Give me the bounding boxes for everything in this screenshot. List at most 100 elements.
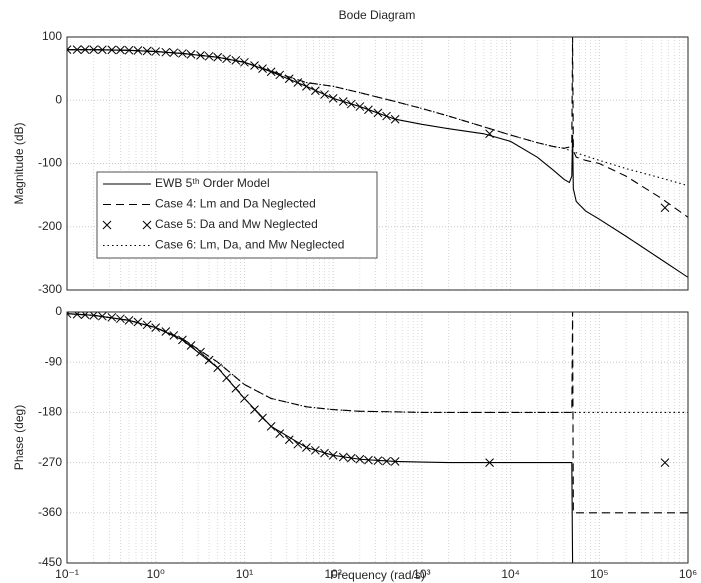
marker [151,47,161,56]
marker [660,203,670,213]
axes-frame [66,36,689,291]
marker [222,54,231,64]
marker [196,50,205,60]
x-tick-label: 10² [324,567,341,581]
marker [213,52,223,62]
marker [250,61,259,70]
marker [116,45,125,55]
marker [169,331,179,340]
axes-frame [66,311,689,564]
marker [196,347,205,357]
y-tick-label: 100 [42,29,62,43]
marker [302,443,311,452]
plot-area [67,312,688,563]
marker [142,220,152,230]
legend-label: Case 4: Lm and Da Neglected [155,197,316,211]
marker [266,421,276,431]
x-tick-label: 10⁶ [679,567,697,581]
marker [275,70,285,80]
marker [67,312,72,319]
marker [97,45,107,55]
marker [133,317,143,327]
marker [485,458,494,467]
y-tick-label: -300 [38,282,62,296]
marker [382,111,391,121]
y-tick-label: -270 [38,455,62,469]
series-layer [67,37,688,278]
marker [320,90,329,99]
marker [178,335,187,345]
marker [293,78,303,87]
marker [310,86,320,96]
marker [382,456,391,466]
marker [133,46,143,55]
legend-label: Case 5: Da and Mw Neglected [155,217,318,231]
marker [231,56,241,65]
marker [97,312,107,321]
marker [124,316,134,325]
x-tick-label: 10⁵ [590,567,608,581]
marker [293,439,303,449]
marker [89,45,99,55]
series-line [67,312,688,514]
marker [240,394,249,403]
marker [102,220,112,230]
marker [355,454,365,464]
marker [116,314,125,324]
marker [302,81,311,91]
series-line [67,313,688,413]
series-line [67,313,688,563]
marker [222,373,231,383]
marker [364,105,373,115]
x-axis-label: Frequency (rad/s) [330,568,425,582]
marker [284,435,294,445]
legend-box [96,171,378,259]
marker [186,50,196,59]
marker [284,74,294,84]
marker [161,327,171,336]
marker [390,114,400,124]
marker [320,448,329,458]
marker [169,48,179,58]
marker [204,355,214,365]
marker [89,312,99,320]
marker [266,67,276,77]
marker [660,458,670,467]
marker [204,51,214,61]
x-tick-label: 10⁻¹ [55,567,79,581]
marker [142,46,152,56]
y-tick-label: 0 [55,92,62,106]
y-tick-label: -200 [38,219,62,233]
y-tick-label: -360 [38,505,62,519]
x-tick-label: 10³ [413,567,430,581]
marker [67,45,72,55]
marker [258,64,267,73]
y-tick-label: 0 [55,304,62,318]
series-layer [67,312,688,563]
y-axis-label: Magnitude (dB) [12,122,26,204]
marker [346,99,356,109]
y-tick-label: -180 [38,405,62,419]
marker [107,45,117,55]
marker [240,57,249,67]
chart-title: Bode Diagram [339,8,416,22]
marker [373,456,383,466]
marker [231,384,241,393]
marker [485,129,494,139]
marker [346,453,356,463]
marker [107,312,117,322]
x-tick-label: 10¹ [236,567,253,581]
marker [213,363,223,373]
marker [275,429,285,438]
marker [178,49,187,58]
marker [390,457,400,466]
x-tick-label: 10⁰ [147,567,165,581]
marker [258,413,267,423]
y-axis-label: Phase (deg) [12,405,26,470]
marker [373,108,383,118]
marker [124,45,134,55]
marker [355,102,365,111]
marker [161,47,171,57]
